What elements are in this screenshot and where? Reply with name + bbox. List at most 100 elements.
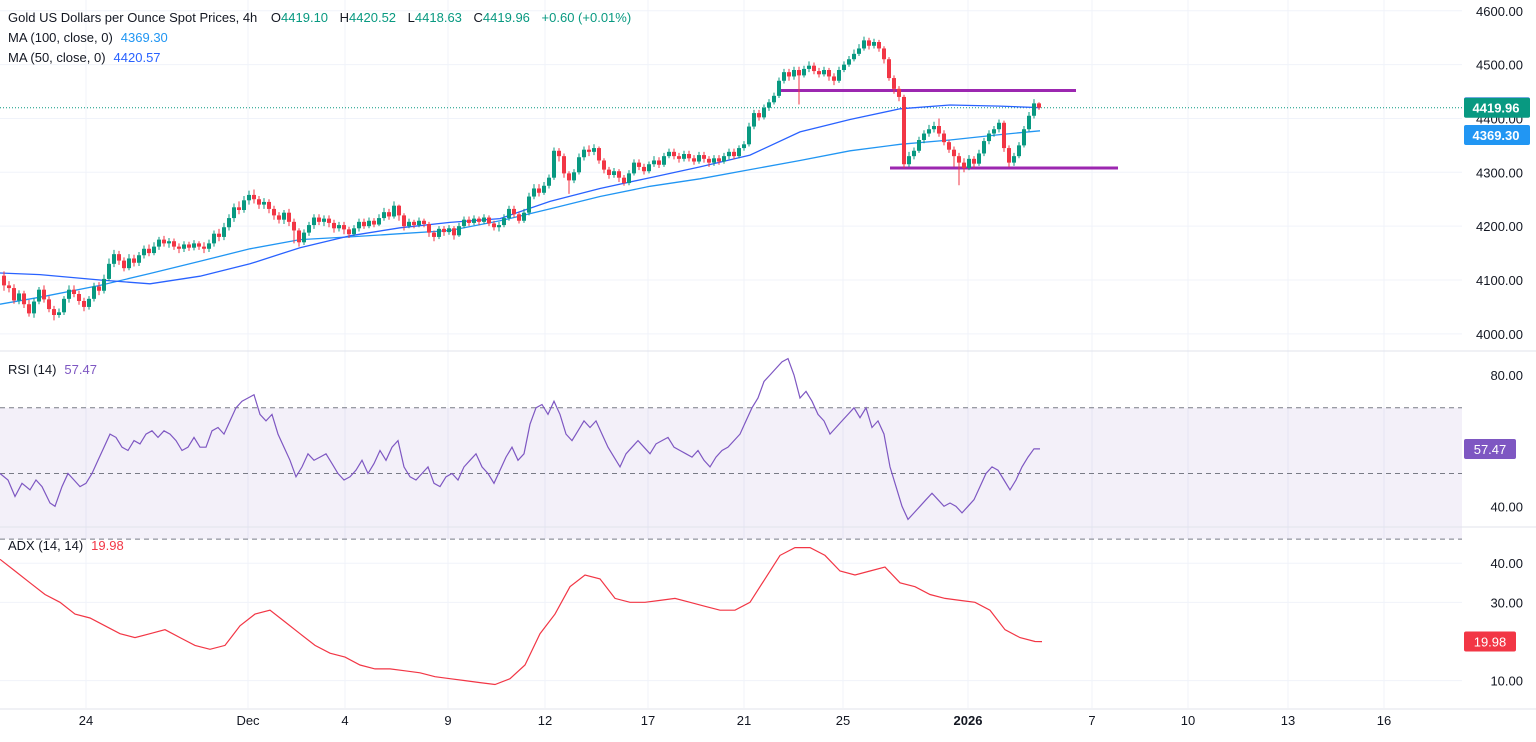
candle-body [812,65,816,72]
ma100-legend[interactable]: MA (100, close, 0) 4369.30 [8,28,172,48]
ma50-legend[interactable]: MA (50, close, 0) 4420.57 [8,48,165,68]
candle-body [172,241,176,247]
candle-body [627,173,631,184]
adx-legend[interactable]: ADX (14, 14) 19.98 [8,536,128,556]
candle-body [1012,156,1016,163]
candle-body [107,263,111,279]
candle-body [727,151,731,157]
price-axis-tick: 4100.00 [1476,273,1523,288]
candle-body [457,226,461,236]
candle-body [937,126,941,134]
candle-body [242,200,246,210]
rsi-line [0,357,1041,521]
candle-body [997,122,1001,130]
low-value: 4418.63 [414,10,462,25]
candle-body [247,194,251,201]
adx-label: ADX (14, 14) [8,538,84,553]
candle-body [647,164,651,172]
candle-body [592,148,596,152]
candle-body [377,218,381,225]
candle-body [922,133,926,140]
candle-body [302,232,306,243]
candle-body [37,289,41,302]
candle-body [432,232,436,237]
rsi-value-label: 57.47 [1474,442,1507,457]
candle-body [847,59,851,65]
candle-body [322,218,326,222]
time-axis-tick: 25 [836,713,850,728]
candle-body [152,246,156,254]
candle-body [957,156,961,163]
candle-body [672,151,676,157]
candle-body [912,150,916,157]
candle-body [992,129,996,134]
candle-body [132,258,136,263]
symbol-title: Gold US Dollars per Ounce Spot Prices, 4… [8,10,258,25]
candle-body [72,289,76,294]
candle-body [317,217,321,222]
candle-body [662,156,666,165]
candle-body [427,224,431,233]
candle-body [832,76,836,81]
high-label: H [339,10,350,25]
candle-body [807,65,811,69]
rsi-value-label-bg [1464,438,1516,459]
candle-body [472,218,476,223]
candle-body [1032,103,1036,116]
price-axis-tick: 4500.00 [1476,58,1523,73]
price-axis-tick: 4000.00 [1476,327,1523,342]
candle-body [22,293,26,305]
open-value: 4419.10 [281,10,329,25]
time-axis-tick: 16 [1377,713,1391,728]
time-axis-tick: 17 [641,713,655,728]
time-axis-tick: 13 [1281,713,1295,728]
candle-body [57,312,61,315]
candle-body [157,239,161,247]
candle-body [972,158,976,164]
candle-body [942,133,946,143]
candle-body [397,205,401,216]
time-axis-tick: 24 [79,713,93,728]
rsi-legend[interactable]: RSI (14) 57.47 [8,360,101,380]
candle-body [142,248,146,256]
candle-body [977,153,981,164]
candle-body [537,188,541,193]
candle-body [382,212,386,219]
price-axis-tick: 4600.00 [1476,4,1523,19]
candle-body [752,113,756,127]
candle-body [797,70,801,76]
candle-body [572,172,576,181]
time-axis-tick: Dec [236,713,260,728]
candle-body [577,157,581,173]
candle-body [602,160,606,170]
candle-body [802,68,806,76]
candle-body [947,142,951,150]
candle-body [917,140,921,151]
candle-body [392,205,396,217]
candle-body [272,208,276,216]
candle-body [257,199,261,205]
candle-body [292,221,296,231]
adx-value: 19.98 [91,538,124,553]
candle-body [667,151,671,157]
candle-body [652,160,656,165]
candle-body [32,301,36,314]
candle-body [512,208,516,215]
candle-body [887,59,891,79]
candle-body [137,255,141,263]
rsi-axis-tick: 40.00 [1490,499,1523,514]
candle-body [497,225,501,228]
candle-body [182,244,186,249]
time-axis-tick: 21 [737,713,751,728]
candle-body [412,221,416,226]
candle-body [562,156,566,174]
last-price-label: 4419.96 [1473,101,1520,116]
candle-body [967,158,971,168]
candle-body [467,219,471,223]
candle-body [62,298,66,313]
candle-body [217,233,221,237]
ma100-price-label: 4369.30 [1473,128,1520,143]
candle-body [262,201,266,205]
